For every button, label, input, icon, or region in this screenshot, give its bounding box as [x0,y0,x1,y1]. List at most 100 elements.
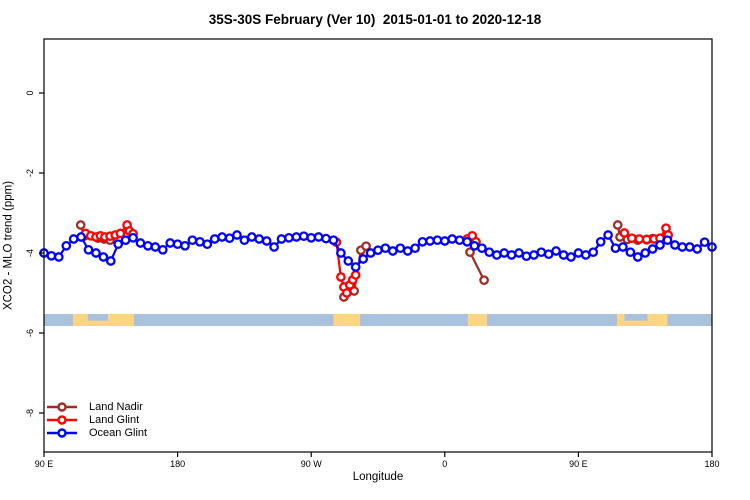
legend-item-ocean-glint: Ocean Glint [46,427,147,439]
data-point [202,239,213,250]
data-point [350,270,361,280]
data-point [53,252,64,262]
chart-title: 35S-30S February (Ver 10) 2015-01-01 to … [208,12,542,27]
ocean-glint-marker-icon [47,428,77,438]
x-tick-label: 0 [442,459,447,469]
band-ocean-notch [624,314,648,321]
data-point [128,232,138,243]
data-point [180,240,190,251]
data-point [120,235,131,246]
land-ocean-band [44,314,712,326]
data-point [647,244,658,254]
data-point [306,232,317,243]
series-ocean-glint [39,230,717,272]
data-point [291,232,302,242]
data-point [588,247,599,258]
data-point [254,234,265,244]
data-point [328,235,339,246]
data-point [595,236,606,247]
data-point [276,234,287,244]
data-point [465,247,475,258]
data-point [684,242,695,252]
data-point [410,243,420,254]
data-point [343,256,354,266]
x-tick-label: 90 E [35,459,54,469]
data-point [75,220,86,230]
data-point [566,252,576,262]
y-tick-label: 0 [25,90,35,95]
data-point [603,230,613,240]
data-point [187,235,198,246]
band-land-segment [333,314,361,326]
plot-border [43,38,713,453]
data-point [626,233,637,244]
data-point [61,240,72,251]
data-point [610,243,621,254]
data-point [514,248,524,258]
data-point [612,220,623,230]
data-point [269,242,279,252]
x-tick-label: 180 [170,459,185,469]
data-point [640,248,651,258]
data-point [432,235,443,246]
x-tick-label: 180 [704,459,719,469]
data-point [655,240,665,250]
data-point [358,254,369,264]
data-point [551,246,561,256]
data-point [625,247,636,258]
data-point [543,249,554,260]
data-point [46,250,57,261]
data-point [150,242,161,252]
data-point [521,251,532,262]
data-point [172,239,183,250]
data-point [425,236,435,246]
data-point [462,236,472,247]
data-point [417,236,428,247]
data-point [341,288,352,298]
data-point [632,252,643,262]
data-point [105,256,116,266]
legend-item-land-glint: Land Glint [46,414,147,426]
x-tick-label: 90 E [569,459,588,469]
data-point [165,238,176,248]
data-point [298,231,309,242]
data-point [479,275,489,286]
legend-item-land-nadir: Land Nadir [46,401,147,413]
band-ocean-notch [87,314,108,321]
data-point [447,234,458,244]
data-point [699,237,710,248]
data-point [321,233,331,244]
y-tick-label: -2 [25,169,35,177]
data-point [336,272,346,282]
data-point [239,235,250,246]
band-land-segment [467,314,488,326]
data-point [261,236,272,246]
data-point [477,243,487,254]
data-point [224,233,235,244]
x-axis-label: Longitude [352,471,404,483]
data-point [350,262,361,272]
data-point [143,240,153,251]
y-tick-label: -8 [25,409,35,417]
y-tick-label: -4 [25,249,35,257]
data-point [387,246,398,256]
data-point [336,248,346,258]
legend: Land Nadir Land Glint Ocean Glint [46,401,147,439]
data-point [454,235,465,246]
data-point [157,244,168,255]
data-point [98,252,109,262]
land-glint-marker-icon [47,415,77,425]
land-nadir-marker-icon [47,402,77,412]
data-point [361,241,371,252]
data-point [83,244,94,255]
data-point [313,232,324,242]
data-point [91,248,101,258]
data-point [618,242,628,252]
data-point [284,232,294,243]
data-point [692,244,703,254]
x-tick-label: 90 W [301,459,323,469]
series-land-glint [80,220,674,298]
legend-label: Land Nadir [89,401,143,413]
